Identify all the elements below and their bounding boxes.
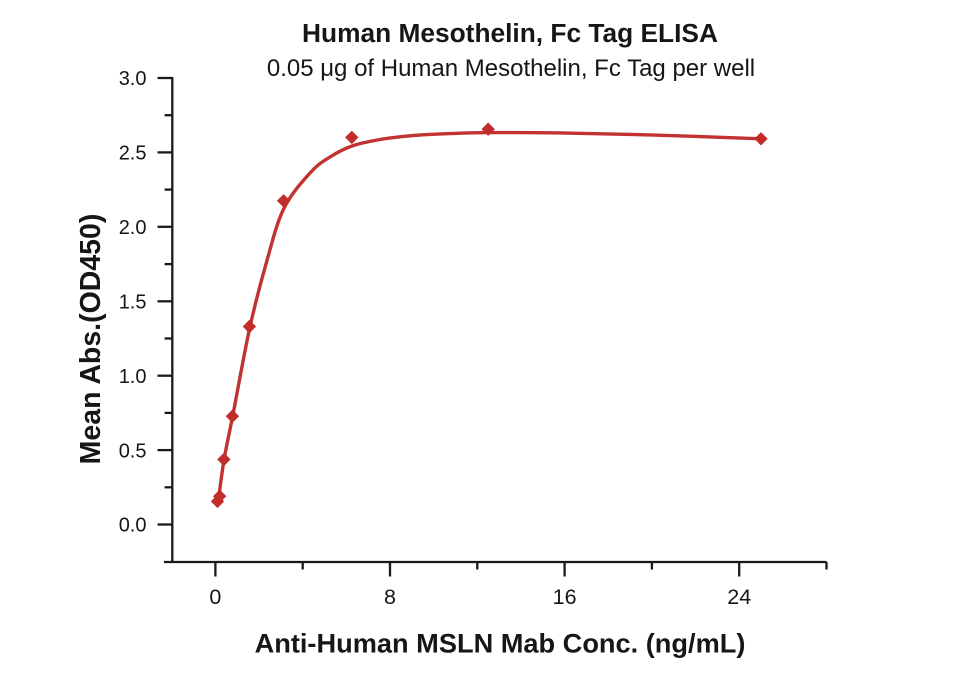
svg-text:Anti-Human MSLN Mab Conc. (ng/: Anti-Human MSLN Mab Conc. (ng/mL) — [255, 628, 746, 659]
svg-text:16: 16 — [553, 585, 577, 609]
svg-text:24: 24 — [727, 585, 751, 609]
svg-text:Mean Abs.(OD450): Mean Abs.(OD450) — [75, 214, 107, 465]
svg-text:8: 8 — [384, 585, 396, 609]
svg-text:0: 0 — [209, 585, 221, 609]
svg-text:2.5: 2.5 — [119, 143, 147, 165]
svg-text:0.0: 0.0 — [119, 515, 147, 537]
svg-text:0.05 μg of Human Mesothelin, F: 0.05 μg of Human Mesothelin, Fc Tag per … — [267, 55, 755, 82]
svg-text:2.0: 2.0 — [119, 217, 147, 239]
svg-text:1.5: 1.5 — [119, 292, 147, 314]
svg-text:3.0: 3.0 — [119, 68, 147, 90]
svg-text:Human Mesothelin, Fc Tag ELISA: Human Mesothelin, Fc Tag ELISA — [302, 18, 718, 48]
svg-text:1.0: 1.0 — [119, 366, 147, 388]
svg-text:0.5: 0.5 — [119, 440, 147, 462]
